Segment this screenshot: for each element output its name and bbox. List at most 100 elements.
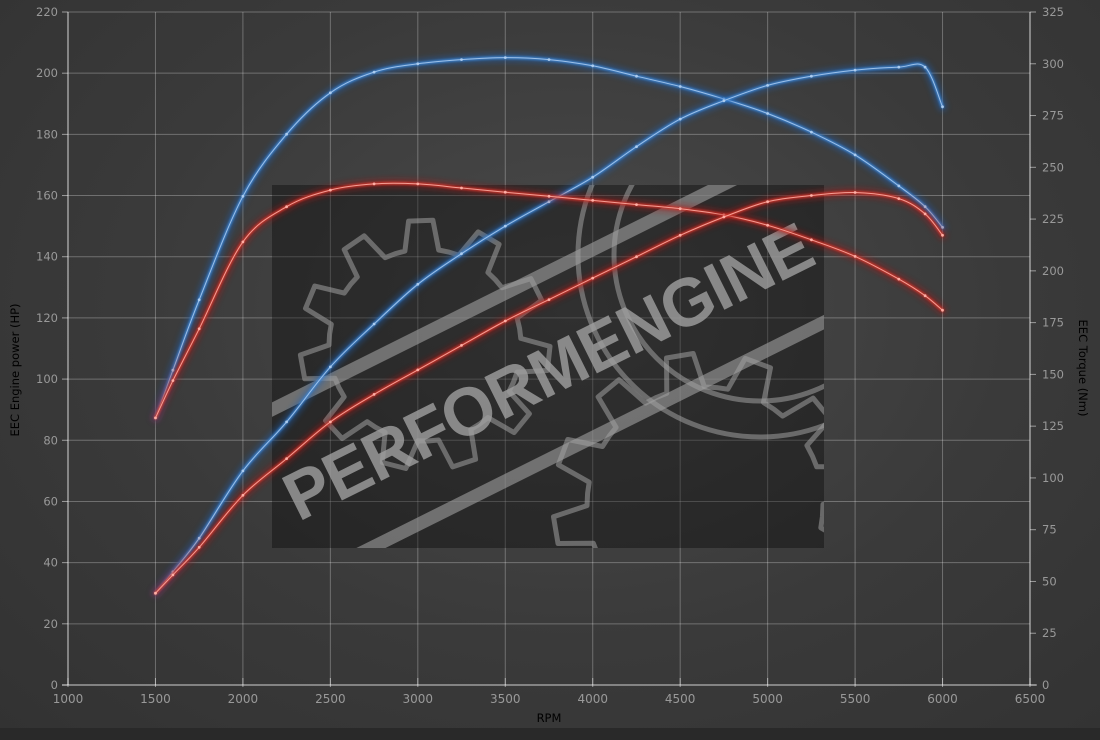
bottom-bar <box>0 728 1100 740</box>
power-stock-point <box>154 591 157 595</box>
torque-stock-point <box>329 188 332 192</box>
power-stock-point <box>678 233 682 237</box>
x-tick-label: 6000 <box>927 692 958 706</box>
power-stock-point <box>460 344 463 347</box>
x-tick-label: 5500 <box>840 692 871 706</box>
power-stock-point <box>416 368 420 372</box>
torque-tuned-point <box>853 153 857 157</box>
torque-tuned-point <box>897 184 901 188</box>
torque-tuned-point <box>810 130 813 134</box>
power-tuned-point <box>853 68 857 72</box>
torque-tuned-point <box>460 58 463 61</box>
torque-stock-point <box>171 379 175 382</box>
y-right-tick-label: 125 <box>1042 419 1064 433</box>
curves-layer <box>151 53 947 598</box>
y-left-tick-label: 60 <box>43 494 58 508</box>
power-stock-point <box>810 194 813 197</box>
y-left-tick-label: 20 <box>43 617 58 631</box>
y-right-tick-label: 250 <box>1042 160 1064 174</box>
y-left-tick-label: 180 <box>36 127 58 141</box>
power-stock-point <box>503 319 507 323</box>
y-right-tick-label: 300 <box>1042 57 1064 71</box>
torque-tuned-point <box>635 74 638 78</box>
torque-stock-point <box>810 238 813 242</box>
power-stock-point <box>197 545 201 549</box>
watermark-art <box>272 185 824 548</box>
power-stock-point <box>897 197 901 201</box>
power-tuned-point <box>810 74 813 78</box>
power-stock-point <box>941 233 944 237</box>
torque-stock-point <box>635 203 638 207</box>
torque-stock-point <box>285 205 288 209</box>
x-tick-label: 3500 <box>490 692 521 706</box>
y-right-tick-label: 150 <box>1042 367 1064 381</box>
power-tuned-point <box>285 420 288 424</box>
torque-stock-point <box>547 194 551 198</box>
axes-layer: 1000 1500 2000 2500 3000 3500 4000 4500 5000 5500… <box>36 5 1064 706</box>
torque-stock-point <box>241 240 245 244</box>
power-stock-point <box>635 255 638 259</box>
y-right-tick-label: 100 <box>1042 471 1064 485</box>
power-tuned-point <box>722 99 726 103</box>
torque-stock-point <box>853 255 857 258</box>
y-right-tick-label: 325 <box>1042 5 1064 19</box>
y-left-tick-label: 200 <box>36 66 58 80</box>
torque-stock-point <box>460 186 463 190</box>
gear-icon <box>297 217 553 471</box>
torque-tuned-point <box>503 56 507 59</box>
torque-stock-point <box>154 416 157 420</box>
torque-stock-point <box>503 190 507 194</box>
power-tuned-point <box>372 322 376 326</box>
power-tuned-point <box>503 224 507 228</box>
y-right-tick-label: 25 <box>1042 626 1057 640</box>
power-stock-point <box>241 493 245 497</box>
y-left-tick-label: 80 <box>43 433 58 447</box>
torque-tuned-point <box>197 298 201 302</box>
torque-tuned-point <box>591 64 595 68</box>
torque-tuned-point <box>372 70 376 74</box>
x-axis-title: RPM <box>537 711 562 725</box>
x-tick-label: 2000 <box>228 692 259 706</box>
torque-stock-point <box>766 223 769 227</box>
watermark-stripe <box>272 249 824 548</box>
y-left-axis-title: EEC Engine power (HP) <box>8 303 22 436</box>
power-stock-point <box>171 573 175 577</box>
torque-tuned-point <box>285 132 288 136</box>
torque-stock-point <box>591 199 595 202</box>
power-tuned-point <box>766 84 769 87</box>
y-left-tick-label: 220 <box>36 5 58 19</box>
power-tuned-point <box>897 65 901 69</box>
power-tuned-point <box>678 117 682 121</box>
power-stock-point <box>285 457 288 460</box>
power-tuned-point <box>941 105 944 109</box>
torque-tuned-point <box>678 85 682 88</box>
y-left-tick-label: 140 <box>36 250 58 264</box>
power-tuned-point <box>329 365 332 369</box>
gear-icon <box>551 351 824 548</box>
torque-tuned-point <box>416 62 420 66</box>
torque-stock-point <box>197 327 201 331</box>
power-tuned-point <box>197 536 201 540</box>
torque-stock-point <box>416 182 420 186</box>
x-tick-label: 5000 <box>752 692 783 706</box>
power-tuned-point <box>416 282 420 286</box>
power-stock-point <box>853 191 857 194</box>
power-stock-point <box>766 200 769 204</box>
x-tick-label: 3000 <box>403 692 434 706</box>
power-tuned-point <box>547 200 551 204</box>
y-right-axis-title: EEC Torque (Nm) <box>1076 320 1090 417</box>
y-left-tick-label: 120 <box>36 311 58 325</box>
torque-tuned-point <box>766 112 769 115</box>
power-tuned-point <box>460 252 463 256</box>
torque-tuned-point <box>923 205 927 209</box>
y-right-tick-label: 75 <box>1042 523 1057 537</box>
power-tuned-curve-core <box>155 63 943 594</box>
watermark-stripes <box>272 185 824 548</box>
torque-stock-point <box>678 207 682 211</box>
power-tuned-point <box>923 65 927 69</box>
x-tick-label: 4000 <box>577 692 608 706</box>
torque-tuned-point <box>241 194 245 198</box>
power-stock-point <box>923 212 927 216</box>
